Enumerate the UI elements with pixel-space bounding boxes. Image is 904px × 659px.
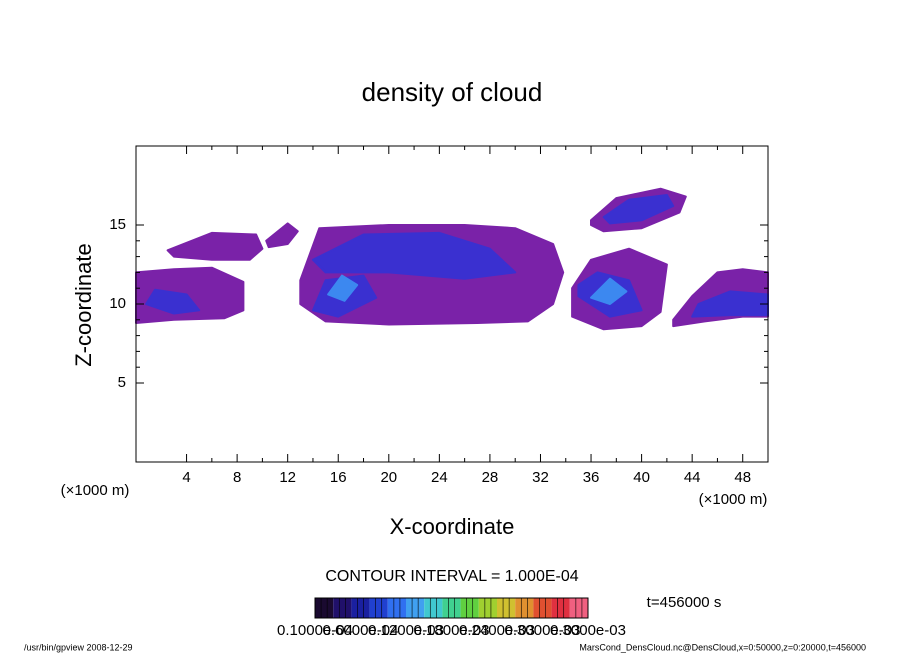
chart-title: density of cloud [362,77,543,107]
colorbar-swatch [424,598,443,618]
colorbar-label: 0.1000e-04 [277,622,353,639]
contour-region [602,194,675,225]
colorbar-swatch [333,598,352,618]
x-tick-label: 44 [684,469,701,486]
time-label: t=456000 s [647,594,722,611]
colorbar-swatch [533,598,552,618]
colorbar-swatch [387,598,406,618]
y-axis-title: Z-coordinate [71,243,96,367]
x-tick-label: 8 [233,469,241,486]
footer-left: /usr/bin/gpview 2008-12-29 [24,642,133,652]
x-tick-label: 12 [279,469,296,486]
colorbar-swatch [478,598,497,618]
x-tick-label: 24 [431,469,448,486]
x-unit-label: (×1000 m) [61,482,130,499]
contour-region [166,231,264,261]
x-axis-title: X-coordinate [390,514,515,539]
colorbar-label: 0.3000e-03 [505,622,581,639]
y-tick-label: 15 [109,216,126,233]
colorbar-swatch [406,598,425,618]
contour-region [145,288,201,315]
colorbar-swatch [442,598,461,618]
colorbar-swatch [515,598,534,618]
x-tick-label: 48 [734,469,751,486]
contour-region [265,222,299,249]
x-tick-label: 4 [182,469,190,486]
footer-right: MarsCond_DensCloud.nc@DensCloud,x=0:5000… [579,642,866,652]
colorbar-label: 0.1800e-03 [414,622,490,639]
colorbar-swatch [569,598,588,618]
x-tick-label: 32 [532,469,549,486]
contour-region [590,277,628,305]
colorbar-swatch [551,598,570,618]
contour-fill [135,187,769,331]
x-tick-label: 28 [482,469,499,486]
colorbar-label: 0.6000e-04 [323,622,399,639]
colorbar-swatch [351,598,370,618]
y-tick-label: 5 [118,374,126,391]
colorbar: 0.1000e-040.6000e-040.1200e-030.1800e-03… [277,597,626,639]
contour-region [312,231,517,280]
colorbar-frame [314,597,589,619]
colorbar-swatch [369,598,388,618]
contour-region [327,274,359,302]
colorbar-swatch [497,598,516,618]
colorbar-swatch [460,598,479,618]
y-tick-label: 10 [109,295,126,312]
x-tick-label: 36 [583,469,600,486]
x-tick-label: 20 [380,469,397,486]
contour-interval: CONTOUR INTERVAL = 1.000E-04 [325,568,578,585]
x-unit-label: (×1000 m) [699,491,768,508]
colorbar-label: 0.1200e-03 [368,622,444,639]
colorbar-label: 0.3000e-03 [550,622,626,639]
x-tick-label: 16 [330,469,347,486]
colorbar-swatch [315,598,334,618]
colorbar-label: 0.2400e-03 [459,622,535,639]
x-tick-label: 40 [633,469,650,486]
